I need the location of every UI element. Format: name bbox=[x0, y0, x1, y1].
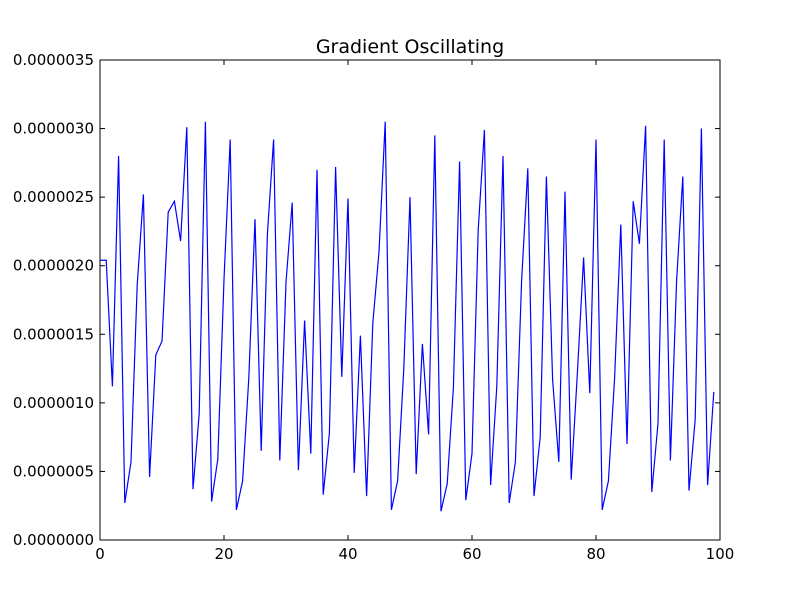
x-tick-label: 60 bbox=[462, 545, 481, 563]
y-tick-label: 0.0000030 bbox=[13, 120, 94, 138]
y-tick-label: 0.0000035 bbox=[13, 51, 94, 69]
x-tick-label: 0 bbox=[95, 545, 105, 563]
x-tick-label: 100 bbox=[706, 545, 735, 563]
x-tick-label: 40 bbox=[338, 545, 357, 563]
y-tick-label: 0.0000025 bbox=[13, 188, 94, 206]
chart-title: Gradient Oscillating bbox=[316, 36, 504, 58]
x-tick-label: 80 bbox=[586, 545, 605, 563]
y-tick-label: 0.0000000 bbox=[13, 531, 94, 549]
series-line bbox=[100, 121, 715, 512]
series-layer bbox=[100, 121, 715, 512]
plot-area-frame bbox=[99, 59, 721, 541]
y-tick-label: 0.0000005 bbox=[13, 462, 94, 480]
y-tick-label: 0.0000020 bbox=[13, 257, 94, 275]
axis-ticks: 0 20 40 60 80 100 0.0000000 0.0000005 0.0000010 0… bbox=[13, 51, 734, 563]
y-tick-label: 0.0000010 bbox=[13, 394, 94, 412]
y-tick-label: 0.0000015 bbox=[13, 325, 94, 343]
x-tick-label: 20 bbox=[214, 545, 233, 563]
